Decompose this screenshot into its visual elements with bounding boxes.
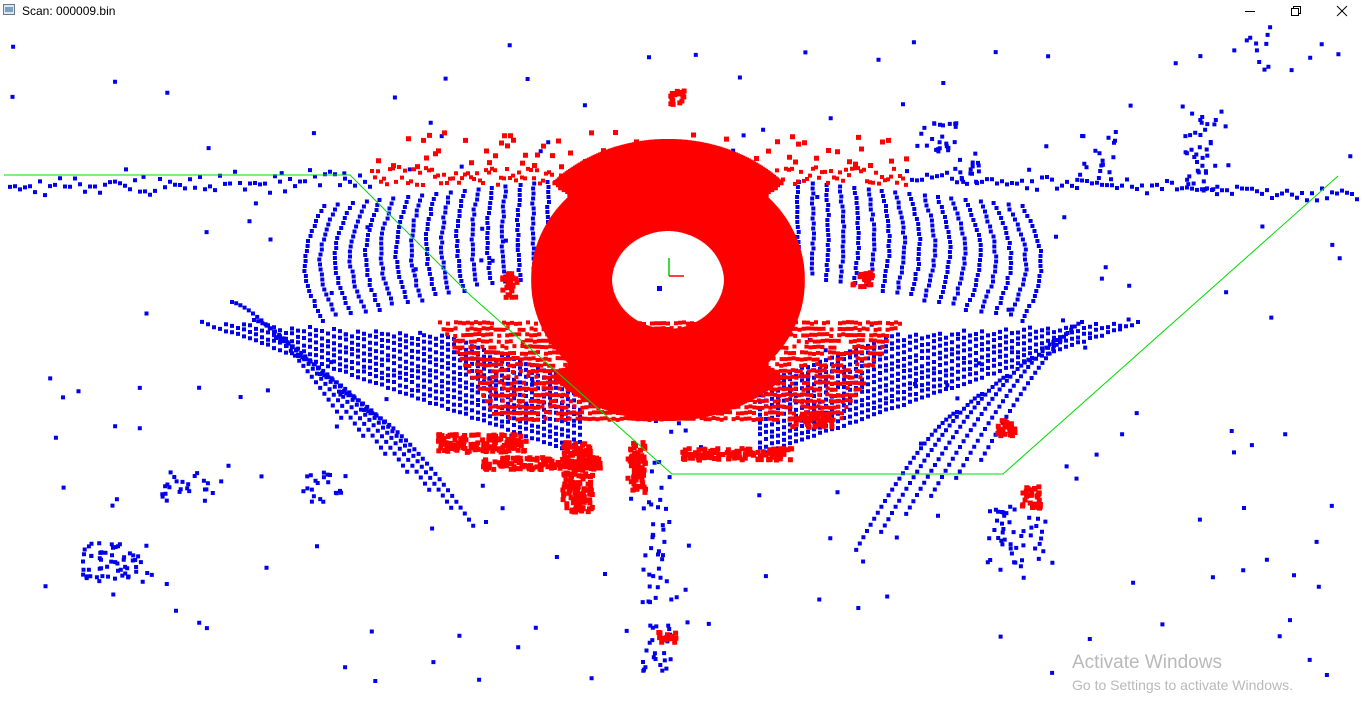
window-title: Scan: 000009.bin xyxy=(22,4,116,18)
ground-points xyxy=(370,88,1043,645)
minimize-button[interactable] xyxy=(1227,0,1273,22)
ground-point-marks xyxy=(370,88,1043,645)
app-window-icon xyxy=(3,4,15,15)
point-cloud-viewport[interactable] xyxy=(0,22,1365,728)
restore-icon xyxy=(1291,6,1301,16)
minimize-icon xyxy=(1245,11,1255,12)
restore-button[interactable] xyxy=(1273,0,1319,22)
close-icon xyxy=(1336,5,1348,17)
window-titlebar[interactable]: Scan: 000009.bin xyxy=(0,0,1365,22)
close-button[interactable] xyxy=(1319,0,1365,22)
origin-axes xyxy=(668,258,684,277)
boundary-line xyxy=(4,174,1339,475)
near-point xyxy=(657,286,662,291)
sensor-blind-zone xyxy=(627,249,707,321)
